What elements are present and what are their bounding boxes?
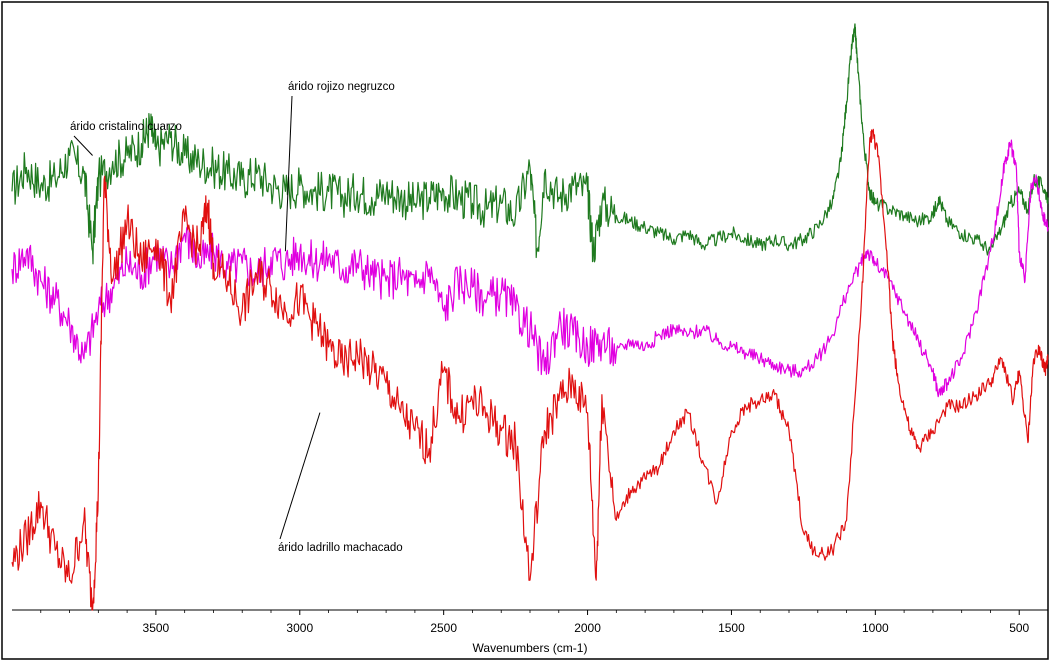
x-tick-label: 2000 [574,621,601,635]
annotation-label-1: árido cristalino cuarzo [70,121,182,133]
annotation-label-3: árido ladrillo machacado [278,542,403,554]
x-tick-label: 1500 [718,621,745,635]
x-tick-label: 3500 [143,621,170,635]
x-tick-label: 2500 [430,621,457,635]
series-layer [11,23,1049,611]
x-axis-title: Wavenumbers (cm-1) [473,641,588,655]
x-tick-label: 3000 [286,621,313,635]
plot-area: árido cristalino cuarzo árido rojizo negr… [11,23,1049,611]
spectrum-line-1 [11,23,1049,265]
annotation-leader-line [284,95,293,252]
x-tick-label: 1000 [862,621,889,635]
annotation-leader-line [73,135,93,156]
spectrum-line-3 [11,128,1049,611]
spectrum-line-2 [11,139,1049,398]
annotation-leader-line [279,412,321,540]
x-axis-ticks: 3500 3000 2500 2000 1500 1000 500 [40,610,1030,635]
annotation-layer: árido cristalino cuarzo árido rojizo negr… [70,81,403,554]
x-tick-label: 500 [1009,621,1029,635]
annotation-label-2: árido rojizo negruzco [288,81,395,93]
